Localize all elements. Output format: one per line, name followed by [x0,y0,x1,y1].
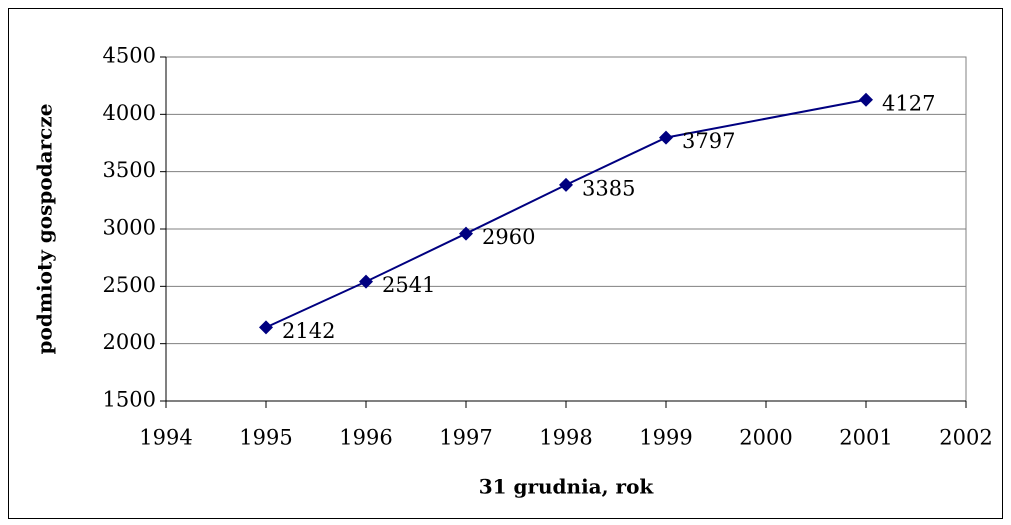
x-tick-label: 2002 [939,426,992,450]
marker [559,177,573,192]
x-tick-label: 1996 [339,426,392,450]
data-label: 3797 [682,129,735,153]
data-label: 2142 [282,319,335,343]
marker [659,130,673,145]
data-label: 2960 [482,225,535,249]
y-tick-label: 3500 [103,158,156,182]
y-tick-label: 1500 [103,388,156,412]
x-axis-title: 31 grudnia, rok [479,475,655,499]
data-label: 2541 [382,273,435,297]
marker [459,226,473,241]
y-tick-label: 3000 [103,216,156,240]
series-line [265,98,867,329]
x-tick-label: 1999 [639,426,692,450]
marker [859,92,873,107]
x-tick-label: 1994 [139,426,192,450]
data-label: 3385 [582,176,635,200]
marker [259,320,273,335]
x-tick-label: 2001 [839,426,892,450]
x-tick-label: 1997 [439,426,492,450]
marker [359,274,373,289]
data-label: 4127 [882,91,935,115]
y-tick-label: 4000 [103,101,156,125]
y-tick-label: 4500 [103,44,156,68]
y-tick-label: 2000 [103,330,156,354]
x-tick-label: 1998 [539,426,592,450]
y-tick-label: 2500 [103,273,156,297]
x-tick-label: 1995 [239,426,292,450]
y-axis-title: podmioty gospodarcze [33,104,57,355]
x-tick-label: 2000 [739,426,792,450]
